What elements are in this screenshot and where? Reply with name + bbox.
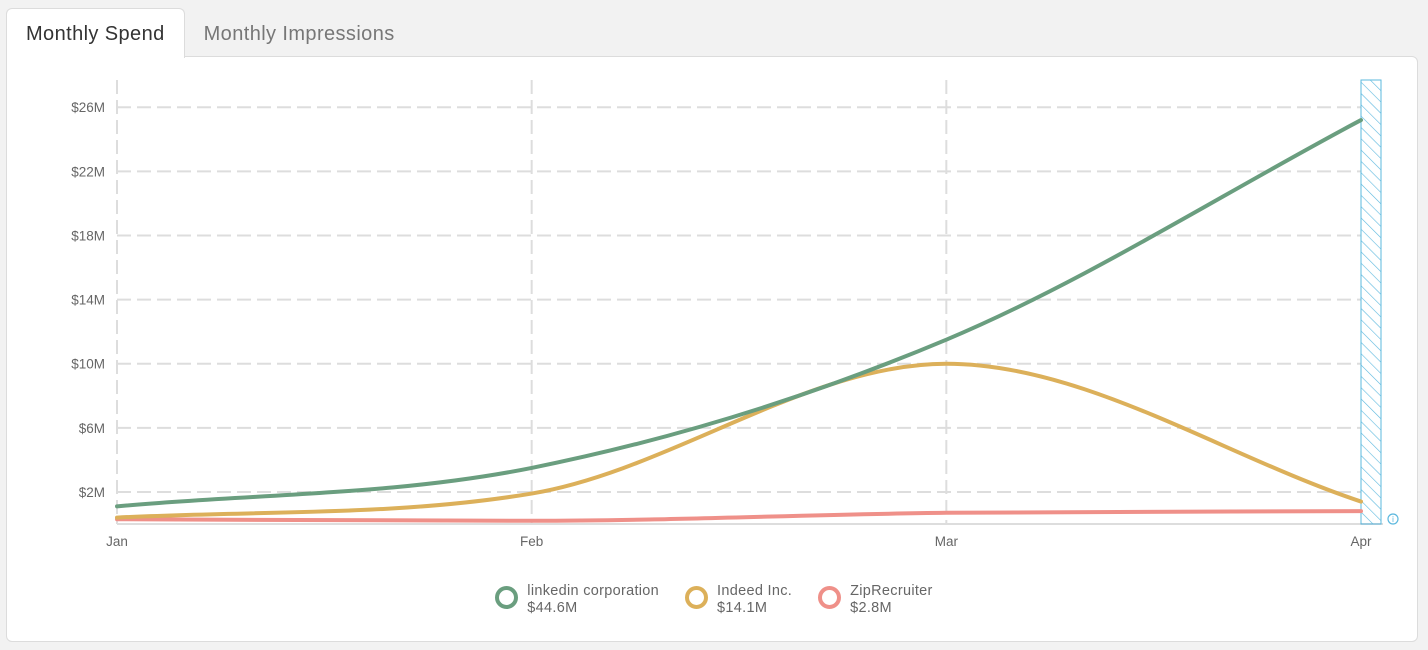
y-tick-label: $2M: [79, 485, 105, 500]
legend-total: $2.8M: [850, 600, 892, 616]
chart-legend: linkedin corporation $44.6M Indeed Inc. …: [0, 583, 1428, 617]
y-tick-label: $22M: [71, 164, 105, 179]
legend-swatch-linkedin: [495, 586, 519, 609]
series-lines: [115, 118, 1363, 523]
chart-panel: [6, 56, 1418, 642]
x-tick-label: Apr: [1350, 534, 1372, 549]
series-line-ziprecruiter[interactable]: [115, 509, 1363, 523]
tab-monthly-spend[interactable]: Monthly Spend: [6, 8, 185, 58]
projected-period-hatch: [1360, 79, 1382, 525]
legend-total: $44.6M: [527, 600, 578, 616]
y-tick-label: $10M: [71, 357, 105, 372]
x-tick-label: Feb: [520, 534, 543, 549]
y-tick-label: $6M: [79, 421, 105, 436]
projection-region: i: [1360, 79, 1399, 525]
x-tick-label: Jan: [106, 534, 128, 549]
legend-item-ziprecruiter[interactable]: ZipRecruiter $2.8M: [818, 583, 933, 617]
legend-name: Indeed Inc.: [717, 583, 793, 599]
legend-name: ZipRecruiter: [850, 583, 933, 599]
legend-total: $14.1M: [717, 600, 768, 616]
y-tick-label: $14M: [71, 293, 105, 308]
legend-item-indeed[interactable]: Indeed Inc. $14.1M: [685, 583, 792, 617]
info-icon[interactable]: i: [1387, 513, 1399, 525]
legend-name: linkedin corporation: [527, 583, 660, 599]
legend-swatch-indeed: [685, 586, 709, 609]
y-tick-label: $26M: [71, 100, 105, 115]
x-tick-label: Mar: [935, 534, 959, 549]
tab-bar: Monthly Spend Monthly Impressions: [6, 8, 414, 58]
grid-lines: [116, 80, 1383, 525]
series-line-linkedin[interactable]: [115, 118, 1363, 509]
legend-swatch-ziprecruiter: [818, 586, 842, 609]
axis-labels: $2M $6M $10M $14M $18M $22M $26M Jan Feb Mar Apr: [71, 100, 1372, 549]
y-tick-label: $18M: [71, 228, 105, 243]
svg-text:i: i: [1392, 515, 1394, 524]
tab-monthly-impressions[interactable]: Monthly Impressions: [203, 23, 395, 45]
legend-item-linkedin[interactable]: linkedin corporation $44.6M: [495, 583, 659, 617]
series-line-indeed[interactable]: [115, 361, 1363, 520]
